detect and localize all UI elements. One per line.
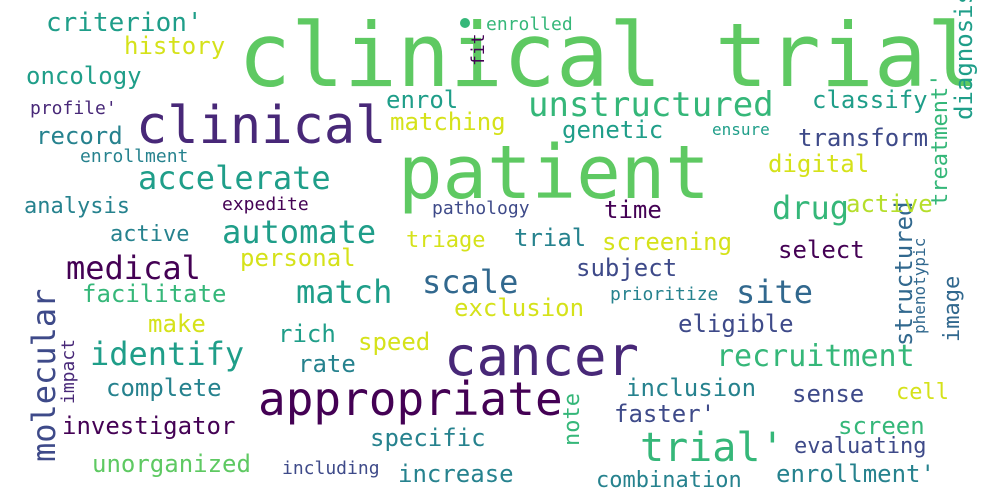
- word-site: site: [736, 273, 814, 311]
- word-eligible: eligible: [678, 310, 794, 338]
- word-subject: subject: [576, 254, 678, 282]
- word-cell: cell: [896, 380, 949, 405]
- word-criterion-apos: criterion': [46, 8, 203, 38]
- word-patient: patient: [398, 130, 710, 216]
- word-combination: combination: [596, 468, 742, 493]
- word-classify: classify: [812, 86, 928, 114]
- word-automate: automate: [222, 213, 377, 251]
- word-make: make: [148, 310, 206, 338]
- word-faster-apos: faster': [614, 400, 716, 428]
- word-ensure: ensure: [712, 120, 770, 139]
- word-transform: transform: [798, 124, 929, 152]
- word-exclusion: exclusion: [454, 294, 585, 322]
- word-history: history: [124, 32, 226, 60]
- word-inclusion: inclusion: [626, 374, 757, 402]
- word-expedite: pathology: [432, 198, 530, 219]
- word-identify: identify: [90, 335, 245, 373]
- word-pathology: time: [604, 196, 662, 224]
- word-record: record: [36, 122, 123, 150]
- word-phenotypic: phenotypic: [910, 237, 929, 334]
- word-clinical: clinical: [136, 96, 387, 156]
- word-rich: rich: [278, 320, 336, 348]
- word-sense: sense: [792, 380, 865, 408]
- word-analysis: analysis: [24, 194, 130, 219]
- word-matching: matching: [390, 108, 506, 136]
- word-cancer: cancer: [444, 325, 640, 388]
- word-digital: digital: [768, 150, 870, 178]
- word-including: including: [282, 458, 380, 479]
- word-facilitate: facilitate: [82, 280, 227, 308]
- word-appropriate: appropriate: [258, 372, 563, 426]
- word-enrol: enrol: [386, 86, 459, 114]
- word-match: match: [296, 273, 393, 311]
- word-enrollment: enrollment: [80, 146, 189, 167]
- word-profile-apos: profile': [30, 98, 117, 119]
- word-unorganized: unorganized: [92, 450, 251, 478]
- word-specific: specific: [370, 424, 486, 452]
- word-note: note: [560, 393, 585, 446]
- word-screening: screening: [602, 228, 733, 256]
- word-genetic: genetic: [562, 116, 664, 144]
- word-trial-apos: trial': [640, 425, 785, 471]
- word-evaluating: evaluating: [794, 434, 927, 459]
- word-increase: increase: [398, 460, 514, 488]
- word-impact: impact: [58, 338, 79, 404]
- word-complete: complete: [106, 374, 222, 402]
- word-screen: screen: [838, 412, 925, 440]
- word-diagnosis-apos: diagnosis': [950, 0, 978, 120]
- word-speed: speed: [358, 328, 431, 356]
- word-unstructured: unstructured: [528, 85, 774, 125]
- word-investigator: investigator: [62, 412, 236, 440]
- word-prioritize: prioritize: [610, 284, 719, 305]
- word-trial: trial: [514, 224, 587, 252]
- word-personal: personal: [240, 244, 356, 272]
- word-image: image: [940, 275, 965, 342]
- word-recruitment: recruitment: [716, 339, 915, 374]
- word-medical: medical: [66, 249, 201, 287]
- word-oncology: oncology: [26, 62, 142, 90]
- word-diagnosis: treatment': [928, 73, 953, 206]
- word-enrolled: enrolled: [486, 14, 573, 35]
- word-time: active: [846, 190, 933, 218]
- word-treatment-apos: expedite: [222, 194, 309, 215]
- word-rate: rate: [298, 350, 356, 378]
- word-enrollment-apos: enrollment': [776, 460, 935, 488]
- word-triage: triage: [406, 228, 486, 253]
- word-clinical-trial: clinical trial: [238, 4, 980, 107]
- word-select: select: [778, 236, 865, 264]
- word-scale: scale: [422, 263, 519, 301]
- word-drug: drug: [772, 189, 850, 227]
- word-molecular: molecular: [25, 288, 63, 462]
- bullet-dot: [460, 18, 470, 28]
- word-active: active: [110, 222, 190, 247]
- word-fit: fit: [468, 33, 489, 66]
- word-accelerate: accelerate: [138, 159, 331, 197]
